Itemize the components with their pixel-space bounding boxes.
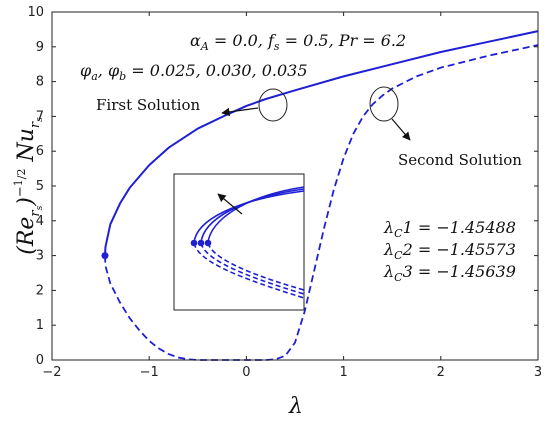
y-tick-label: 0 [36,353,44,368]
y-tick-label: 2 [36,283,44,298]
params-line-1: αA​ = 0.0, fs​ = 0.5, Pr = 6.2 [190,31,406,53]
x-tick-label: −1 [140,365,159,380]
x-tick-label: 2 [437,365,445,380]
x-axis-title: λ [288,394,303,419]
second-solution-label: Second Solution [398,151,522,169]
y-tick-label: 10 [27,5,44,20]
zoom-inset [173,173,305,311]
x-tick-label: 0 [242,365,250,380]
series-lines [101,30,539,361]
y-tick-label: 5 [36,179,44,194]
inset-lower-3 [207,242,305,291]
inset-point-1 [190,239,198,247]
inset-arrow [217,193,243,215]
second-solution-arrow [391,118,411,141]
y-tick-label: 1 [36,318,44,333]
y-tick-label: 8 [36,75,44,90]
lambda-c2-text: λC2 = −1.45573 [383,240,516,262]
inset-upper-1 [193,190,305,244]
inset-point-2 [197,239,205,247]
parameter-text: αA​ = 0.0, fs​ = 0.5, Pr = 6.2 φa​, φb​ … [80,31,406,83]
axis-ticks: −2 −1 0 1 2 3 0 1 2 3 4 5 6 7 8 9 10 [27,5,542,380]
params-line-2: φa​, φb​ = 0.025, 0.030, 0.035 [80,61,308,83]
inset-lower-2 [200,242,305,295]
critical-point [101,252,109,260]
x-tick-label: −2 [42,365,61,380]
y-tick-label: 4 [36,214,44,229]
inset-upper-3 [207,186,305,244]
x-tick-label: 1 [339,365,347,380]
first-solution-circle [258,88,288,122]
second-solution-circle [369,86,399,122]
critical-values: λC1 = −1.45488 λC2 = −1.45573 λC3 = −1.4… [383,218,516,284]
inset-curves [193,186,305,299]
first-solution-arrow [221,107,259,117]
inset-upper-2 [200,188,305,244]
x-tick-label: 3 [534,365,542,380]
second-solution-line [104,44,539,361]
y-tick-label: 7 [36,109,44,124]
lambda-c3-text: λC3 = −1.45639 [383,262,516,284]
first-solution-label: First Solution [96,96,200,114]
y-tick-label: 3 [36,249,44,264]
inset-point-3 [204,239,212,247]
y-tick-label: 6 [36,144,44,159]
y-tick-label: 9 [36,40,44,55]
lambda-c1-text: λC1 = −1.45488 [383,218,516,240]
inset-lower-1 [193,242,305,299]
